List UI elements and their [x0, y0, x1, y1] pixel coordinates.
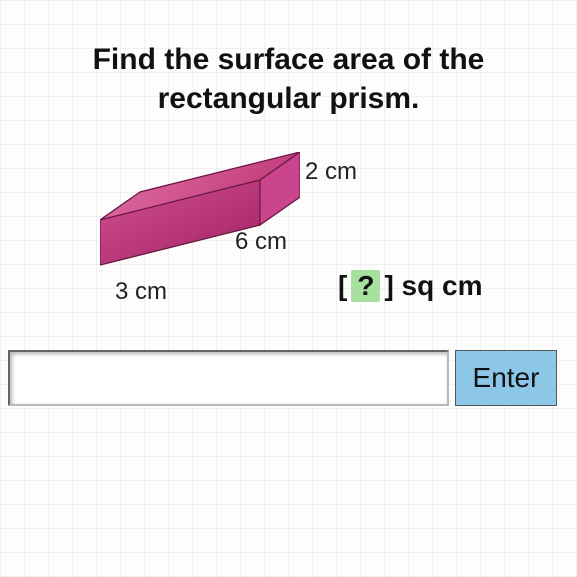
- bracket-open: [: [338, 270, 347, 301]
- question-line1: Find the surface area of the: [93, 43, 485, 76]
- dimension-width-label: 3 cm: [115, 278, 167, 306]
- question-line2: rectangular prism.: [158, 82, 420, 115]
- dimension-height-label: 2 cm: [305, 158, 357, 186]
- enter-button[interactable]: Enter: [455, 350, 557, 406]
- answer-question-mark: ?: [351, 270, 380, 302]
- bracket-close: ]: [384, 270, 393, 301]
- answer-unit: sq cm: [402, 270, 483, 301]
- answer-placeholder: [?] sq cm: [338, 270, 482, 302]
- dimension-length-label: 6 cm: [235, 228, 287, 256]
- answer-input[interactable]: [8, 350, 449, 406]
- question-text: Find the surface area of the rectangular…: [0, 40, 577, 118]
- answer-input-row: Enter: [8, 350, 557, 406]
